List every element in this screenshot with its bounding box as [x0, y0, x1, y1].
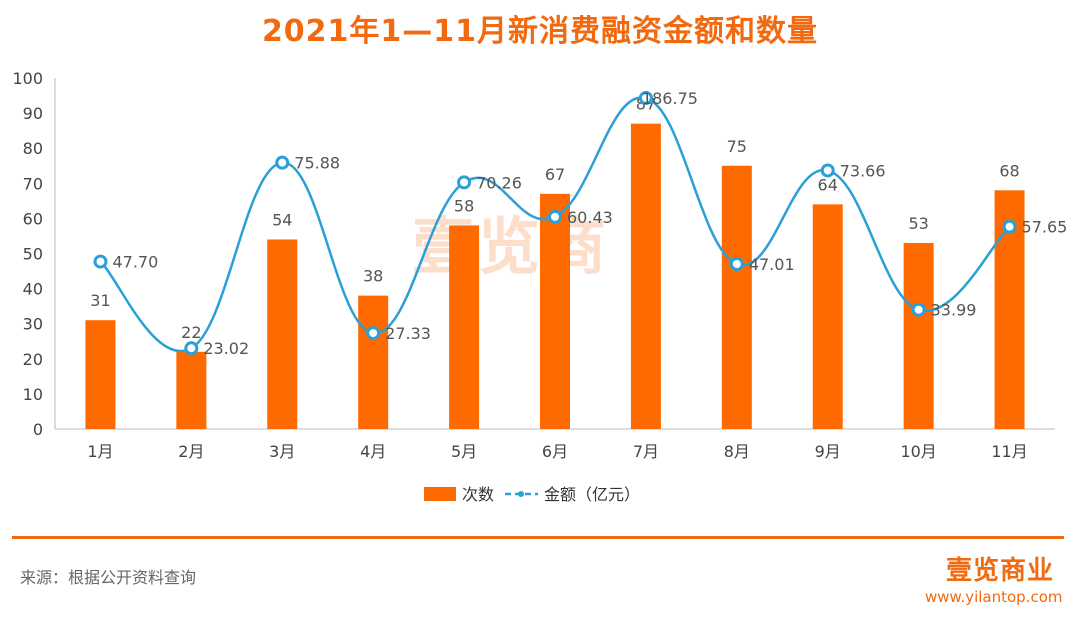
bar-value-label: 38 [363, 267, 383, 286]
line-point [1002, 219, 1017, 234]
line-point [184, 341, 199, 356]
divider [12, 536, 1064, 539]
y-tick-label: 40 [23, 280, 43, 299]
line-point [638, 91, 653, 105]
bar [85, 320, 116, 429]
brand-url: www.yilantop.com [925, 588, 1063, 606]
y-tick-label: 60 [23, 209, 43, 228]
watermark: 壹览商 [412, 210, 611, 283]
bar [358, 295, 389, 429]
bar-value-label: 75 [727, 137, 747, 156]
x-tick-label: 6月 [542, 442, 568, 461]
y-tick-label: 10 [23, 385, 43, 404]
x-tick-label: 7月 [633, 442, 659, 461]
legend-bar-label: 次数 [462, 485, 494, 504]
line-point [366, 326, 381, 341]
bar-value-label: 53 [908, 214, 928, 233]
y-tick-label: 20 [23, 350, 43, 369]
line-point [93, 254, 108, 269]
x-tick-label: 9月 [815, 442, 841, 461]
bar [449, 225, 480, 429]
chart: 3122543858678775645368 47.7023.0275.8827… [12, 69, 1068, 504]
x-tick-label: 10月 [900, 442, 936, 461]
line-value-label: 186.75 [642, 89, 698, 108]
line-value-label: 47.70 [112, 253, 158, 272]
bar-value-label: 54 [272, 210, 292, 229]
line-value-label: 27.33 [385, 324, 431, 343]
y-tick-label: 0 [33, 420, 43, 439]
bar [812, 204, 843, 429]
line-point [457, 175, 472, 190]
y-tick-label: 50 [23, 245, 43, 264]
line-point [729, 256, 744, 271]
x-tick-label: 8月 [724, 442, 750, 461]
bar [540, 193, 570, 429]
bar [903, 242, 934, 429]
line-value-label: 60.43 [567, 208, 613, 227]
x-tick-label: 5月 [451, 442, 477, 461]
bar-value-label: 67 [545, 165, 565, 184]
x-tick-label: 11月 [991, 442, 1027, 461]
bar [176, 351, 207, 429]
line-value-label: 47.01 [749, 255, 795, 274]
line-value-label: 57.65 [1022, 218, 1068, 237]
legend-bar-swatch [424, 487, 456, 501]
bar-value-label: 31 [90, 291, 110, 310]
legend-line-marker [518, 491, 524, 497]
source-note: 来源：根据公开资料查询 [20, 568, 197, 587]
line-point [820, 163, 835, 178]
line-value-label: 33.99 [931, 301, 977, 320]
y-tick-label: 70 [23, 174, 43, 193]
y-tick-label: 100 [12, 69, 43, 88]
line-value-label: 23.02 [203, 339, 249, 358]
y-tick-label: 30 [23, 315, 43, 334]
line-value-label: 70.26 [476, 173, 522, 192]
x-tick-label: 3月 [269, 442, 295, 461]
bar [630, 123, 661, 429]
legend-line-label: 金额（亿元） [544, 485, 640, 504]
x-tick-label: 4月 [360, 442, 386, 461]
line-point [548, 209, 562, 224]
y-tick-label: 80 [23, 139, 43, 158]
bar-value-label: 64 [818, 175, 838, 194]
y-tick-label: 90 [23, 104, 43, 123]
bar-value-label: 58 [454, 196, 474, 215]
line-point [275, 155, 290, 170]
bar [721, 165, 752, 429]
brand-logo: 壹览商业 [946, 556, 1055, 586]
x-tick-label: 1月 [87, 442, 113, 461]
line-value-label: 75.88 [294, 154, 340, 173]
bar [267, 239, 298, 429]
x-tick-label: 2月 [178, 442, 204, 461]
chart-title: 2021年1—11月新消费融资金额和数量 [261, 14, 819, 49]
bar-value-label: 22 [181, 323, 201, 342]
line-value-label: 73.66 [840, 161, 886, 180]
bar-value-label: 68 [999, 161, 1019, 180]
line-point [911, 302, 926, 317]
